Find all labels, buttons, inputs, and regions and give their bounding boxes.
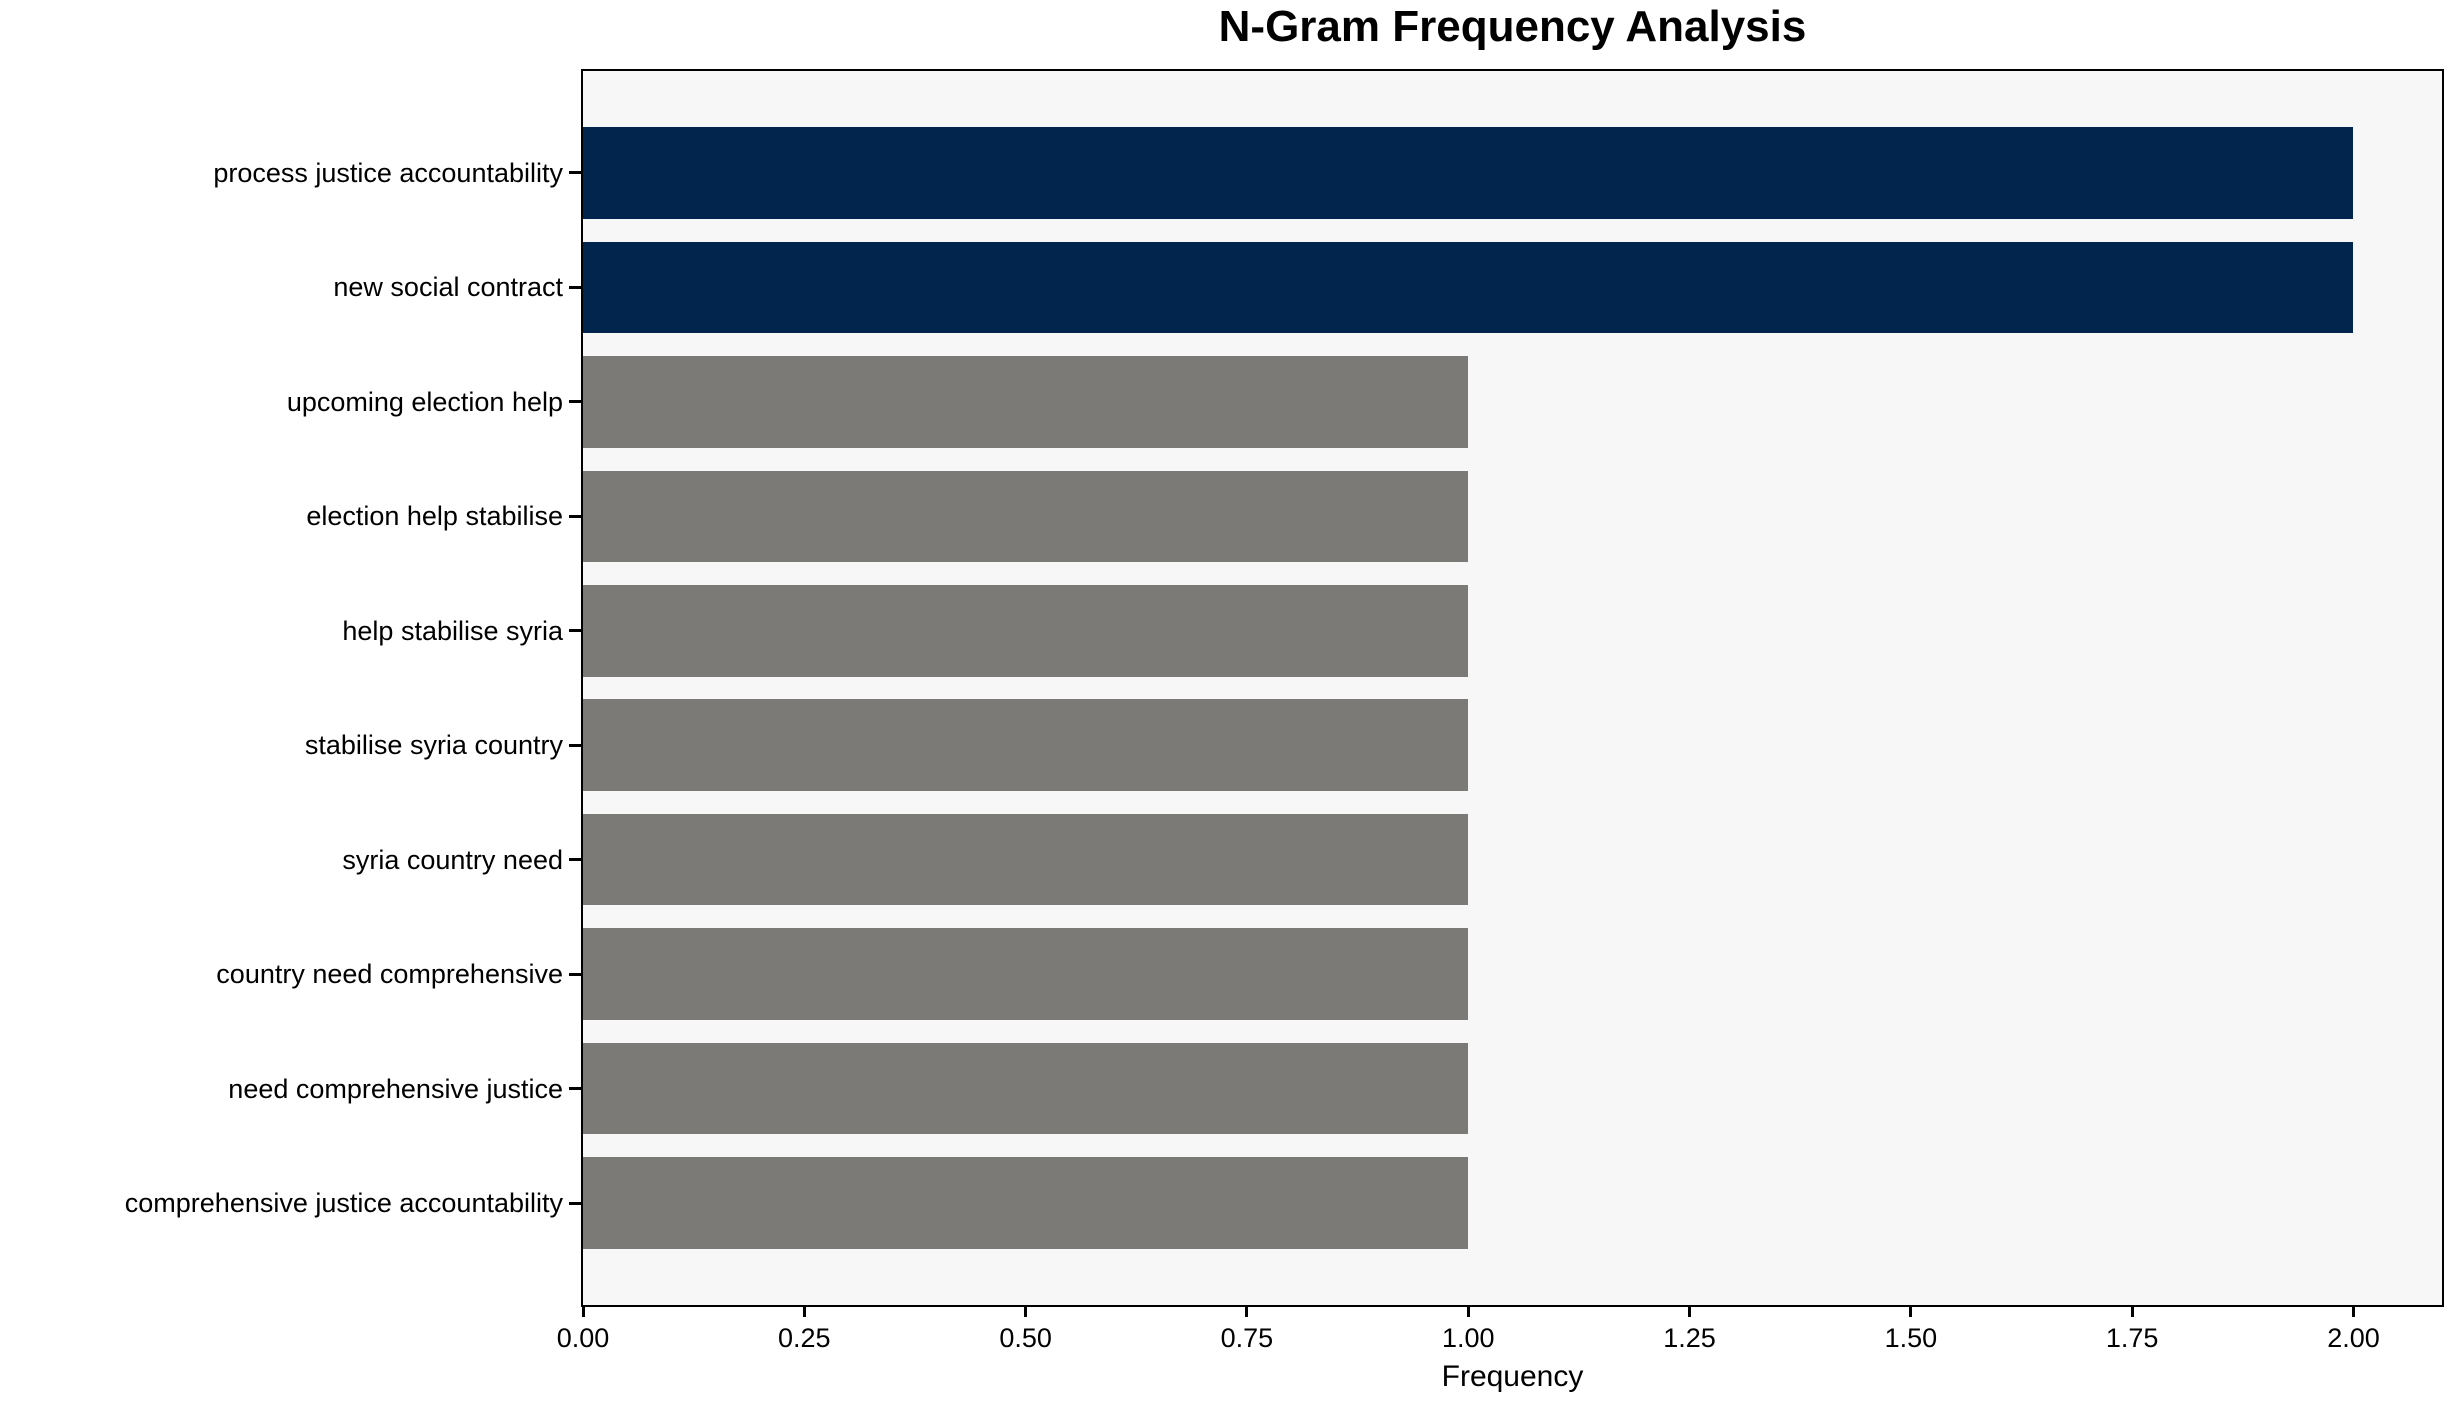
x-tick-label: 0.25 [778, 1323, 831, 1353]
x-tick-label: 1.50 [1884, 1323, 1938, 1353]
x-tick-mark [2130, 1305, 2134, 1317]
y-tick-label: process justice accountability [213, 157, 563, 188]
y-tick-label: help stabilise syria [342, 615, 563, 646]
x-tick-mark [1024, 1305, 1028, 1317]
x-tick-mark [581, 1305, 585, 1317]
plot-area [581, 69, 2444, 1307]
y-tick-mark [569, 514, 581, 518]
x-tick-label: 0.75 [1220, 1323, 1274, 1353]
bar [583, 127, 2354, 219]
y-tick-mark [569, 285, 581, 289]
bar [583, 928, 1469, 1020]
y-tick-mark [569, 400, 581, 404]
x-tick-mark [1688, 1305, 1692, 1317]
y-tick-label: comprehensive justice accountability [124, 1188, 563, 1219]
y-tick-mark [569, 858, 581, 862]
x-axis-label: Frequency [1441, 1360, 1584, 1393]
x-tick-mark [1909, 1305, 1913, 1317]
x-tick-mark [1466, 1305, 1470, 1317]
y-tick-mark [569, 1201, 581, 1205]
x-tick-label: 0.00 [556, 1323, 610, 1353]
bar [583, 584, 1469, 677]
x-tick-label: 1.25 [1663, 1323, 1716, 1353]
y-tick-label: need comprehensive justice [228, 1073, 563, 1104]
y-tick-mark [569, 743, 581, 747]
y-tick-mark [569, 629, 581, 633]
bar [583, 813, 1469, 906]
y-tick-label: syria country need [342, 844, 563, 875]
x-tick-mark [802, 1305, 806, 1317]
bar [583, 356, 1469, 448]
x-tick-label: 0.50 [999, 1323, 1052, 1353]
chart-title: N-Gram Frequency Analysis [1218, 2, 1807, 51]
bar [583, 470, 1469, 563]
bar [583, 241, 2354, 334]
y-tick-label: stabilise syria country [304, 730, 563, 761]
bar [583, 699, 1469, 791]
y-tick-label: new social contract [333, 272, 563, 303]
bar [583, 1157, 1469, 1249]
y-tick-mark [569, 972, 581, 976]
x-tick-label: 1.00 [1441, 1323, 1495, 1353]
y-tick-mark [569, 171, 581, 175]
y-tick-label: country need comprehensive [216, 959, 563, 990]
x-tick-mark [2351, 1305, 2355, 1317]
bar [583, 1042, 1469, 1135]
y-tick-label: upcoming election help [286, 386, 563, 417]
x-tick-label: 1.75 [2105, 1323, 2159, 1353]
x-tick-label: 2.00 [2327, 1323, 2380, 1353]
y-tick-label: election help stabilise [306, 501, 563, 532]
y-tick-mark [569, 1087, 581, 1091]
x-tick-mark [1245, 1305, 1249, 1317]
